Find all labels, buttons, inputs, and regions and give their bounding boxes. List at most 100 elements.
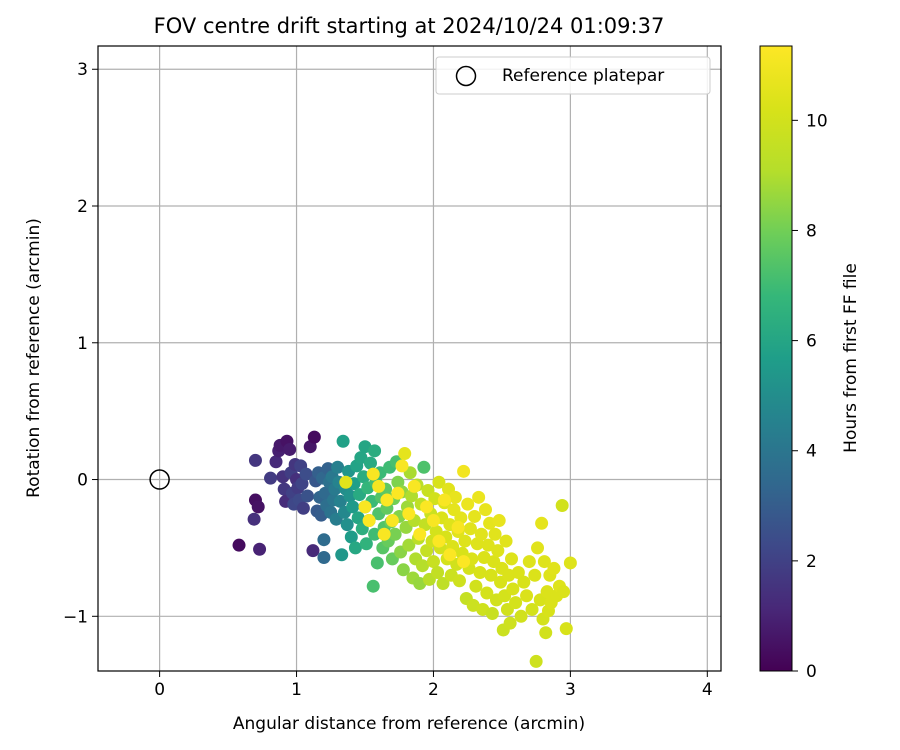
colorbar-tick-label: 8 (806, 221, 817, 241)
plot-frame (97, 45, 722, 672)
scatter-point (511, 566, 525, 580)
y-tick-label: 2 (77, 197, 88, 217)
scatter-point (509, 596, 523, 610)
colorbar-tick-label: 0 (806, 662, 817, 682)
scatter-point (432, 475, 446, 489)
scatter-point (296, 501, 310, 515)
scatter-point (346, 500, 360, 514)
scatter-point (448, 490, 462, 504)
x-tick-label: 2 (428, 680, 439, 700)
scatter-point (473, 566, 487, 580)
scatter-point (344, 530, 358, 544)
scatter-point (413, 527, 427, 541)
colorbar-tick-label: 4 (806, 442, 817, 462)
scatter-point (431, 566, 445, 580)
colorbar-label: Hours from first FF file (841, 263, 861, 453)
scatter-point (514, 609, 528, 623)
scatter-point (269, 455, 283, 469)
scatter-point (359, 537, 373, 551)
scatter-point (362, 514, 376, 528)
scatter-point (505, 552, 519, 566)
scatter-point (398, 447, 412, 461)
scatter-point (491, 544, 505, 558)
colorbar-tick-label: 2 (806, 552, 817, 572)
scatter-point (531, 541, 545, 555)
scatter-point (264, 471, 278, 485)
x-tick-label: 3 (565, 680, 576, 700)
scatter-point (339, 475, 353, 489)
scatter-point (417, 460, 431, 474)
scatter-point (351, 511, 365, 525)
scatter-point (563, 556, 577, 570)
scatter-point (559, 622, 573, 636)
scatter-point (517, 575, 531, 589)
scatter-point (537, 555, 551, 569)
colorbar-tick-label: 10 (806, 111, 828, 131)
scatter-point (452, 574, 466, 588)
scatter-point (380, 493, 394, 507)
scatter-point (525, 602, 539, 616)
scatter-point (480, 586, 494, 600)
scatter-point (468, 509, 482, 523)
scatter-point (402, 538, 416, 552)
scatter-points (232, 430, 577, 668)
scatter-point (488, 527, 502, 541)
scatter-point (520, 589, 534, 603)
scatter-point (503, 616, 517, 630)
scatter-point (451, 520, 465, 534)
scatter-point (485, 607, 499, 621)
scatter-point (377, 527, 391, 541)
legend: Reference platepar (435, 56, 711, 95)
scatter-point (437, 493, 451, 507)
scatter-point (492, 514, 506, 528)
scatter-point (354, 451, 368, 465)
scatter-point (443, 548, 457, 562)
x-tick-label: 4 (702, 680, 713, 700)
scatter-point (232, 538, 246, 552)
scatter-point (317, 533, 331, 547)
scatter-point (420, 500, 434, 514)
scatter-point (363, 456, 377, 470)
scatter-point (335, 548, 349, 562)
x-tick-label: 0 (154, 680, 165, 700)
scatter-point (396, 563, 410, 577)
scatter-point (484, 568, 498, 582)
x-tick-label: 1 (291, 680, 302, 700)
scatter-point (388, 527, 402, 541)
scatter-point (300, 489, 314, 503)
scatter-point (407, 479, 421, 493)
scatter-point (426, 555, 440, 569)
scatter-point (463, 522, 477, 536)
scatter-point (348, 541, 362, 555)
scatter-point (372, 479, 386, 493)
scatter-point (461, 497, 475, 511)
scatter-point (395, 459, 409, 473)
reference-platepar-marker (149, 469, 170, 490)
scatter-point (416, 559, 430, 573)
scatter-point (426, 514, 440, 528)
y-tick-label: 0 (77, 471, 88, 491)
scatter-point (370, 556, 384, 570)
scatter-point (436, 576, 450, 590)
scatter-point (333, 494, 347, 508)
scatter-point (307, 430, 321, 444)
scatter-point (432, 534, 446, 548)
scatter-point (340, 518, 354, 532)
scatter-point (506, 582, 520, 596)
y-tick-label: −1 (63, 607, 88, 627)
scatter-point (555, 499, 569, 513)
scatter-point (539, 626, 553, 640)
scatter-point (469, 579, 483, 593)
scatter-point (368, 444, 382, 458)
scatter-point (457, 464, 471, 478)
legend-box (435, 56, 711, 95)
x-axis-ticks: 0 1 2 3 4 (154, 671, 713, 700)
colorbar: 0 2 4 6 8 10 Hours from first FF file (759, 45, 861, 682)
colorbar-ticks: 0 2 4 6 8 10 (792, 111, 828, 682)
scatter-point (472, 490, 486, 504)
scatter-point (385, 514, 399, 528)
scatter-point (358, 500, 372, 514)
scatter-point (499, 534, 513, 548)
y-axis-ticks: −1 0 1 2 3 (63, 60, 98, 627)
